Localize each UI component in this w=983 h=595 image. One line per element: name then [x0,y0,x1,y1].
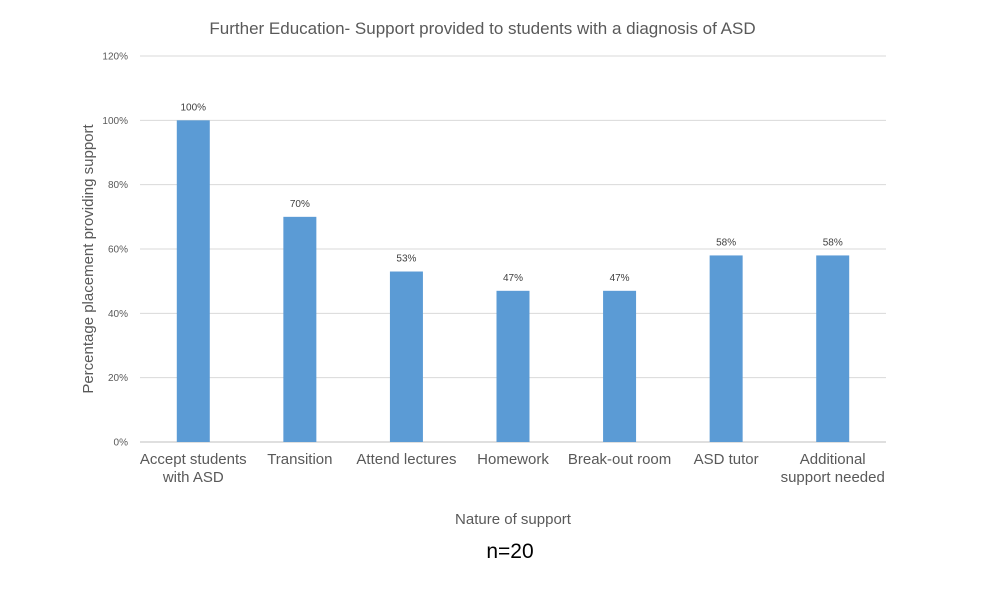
data-label: 58% [716,237,736,248]
x-tick-label: Accept students with ASD [139,451,247,486]
x-tick-label: Break-out room [567,451,672,468]
bar [603,290,637,442]
data-label: 58% [823,237,843,248]
y-tick-label: 100% [102,116,128,127]
x-tick-label: Additional support needed [780,451,885,486]
data-label: 100% [180,102,206,113]
x-axis-label: Nature of support [455,511,571,528]
y-tick-label: 40% [108,309,128,320]
y-tick-label: 20% [108,373,128,384]
x-tick-label: ASD tutor [693,451,759,468]
data-label: 53% [396,254,416,265]
chart-title: Further Education- Support provided to s… [209,19,756,38]
data-label: 47% [503,273,523,284]
bar [496,290,530,442]
y-tick-label: 0% [114,438,129,449]
bar [389,271,423,442]
bar [709,255,743,442]
sample-size-note: n=20 [486,540,534,563]
y-tick-label: 120% [102,52,128,63]
bar [176,120,210,442]
y-tick-label: 60% [108,245,128,256]
data-label: 47% [610,273,630,284]
data-label: 70% [290,199,310,210]
bar [283,216,317,442]
x-tick-label: Transition [267,451,333,468]
y-tick-label: 80% [108,180,128,191]
bar [816,255,850,442]
x-tick-label: Attend lectures [356,451,457,468]
x-tick-label: Homework [477,451,549,468]
y-axis-label: Percentage placement providing support [80,124,97,394]
